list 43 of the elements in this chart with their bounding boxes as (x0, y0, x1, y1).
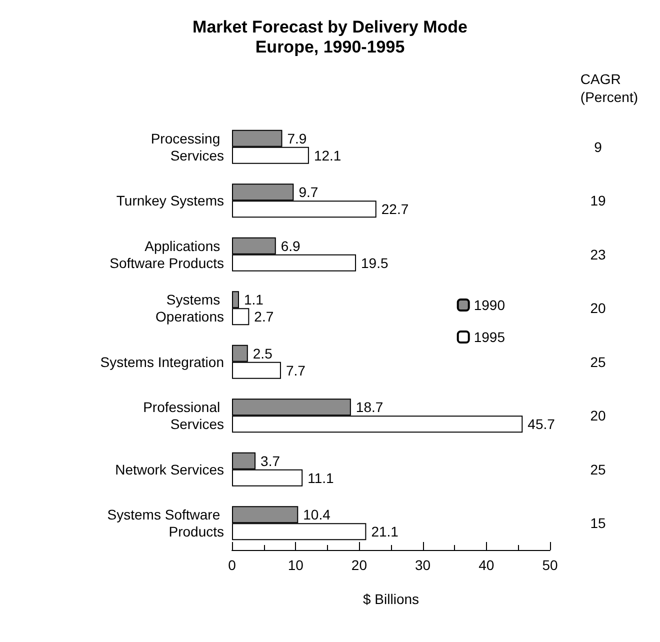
data-label: 18.7 (356, 399, 384, 416)
data-label: 22.7 (381, 201, 409, 218)
y-tick-label: Processing Services (150, 130, 224, 164)
x-tick-label: 0 (228, 557, 236, 573)
y-tick-label: Systems Integration (100, 354, 224, 370)
data-label: 2.5 (252, 345, 273, 362)
x-tick-label: 40 (478, 557, 494, 573)
text: 15 (590, 515, 606, 532)
data-label: 19.5 (361, 254, 388, 271)
data-label: 6.9 (280, 238, 301, 254)
text: 25 (590, 461, 606, 478)
data-label: 7.7 (286, 362, 306, 378)
y-tick-label: Systems Software Products (107, 506, 224, 540)
legend-label: 1990 (474, 297, 506, 313)
y-tick-label: Applications Software Products (110, 238, 224, 271)
data-label: 1.1 (244, 292, 264, 308)
text: 23 (590, 246, 606, 262)
y-tick-label: Turnkey Systems (116, 192, 224, 209)
text: 25 (590, 354, 606, 370)
chart-title: Market Forecast by Delivery Mode Europe, 1990-1995 (192, 18, 468, 56)
x-tick-label: 20 (351, 557, 368, 573)
y-tick-label: Professional Services (143, 399, 224, 432)
data-label: 3.7 (260, 452, 280, 469)
y-tick-label: Systems Operations (156, 292, 224, 325)
text: CAGR (Percent) (580, 71, 638, 105)
data-label: 2.7 (254, 308, 274, 325)
data-label: 45.7 (528, 416, 556, 432)
text: 20 (590, 300, 606, 316)
data-label: 12.1 (314, 147, 342, 164)
data-label: 7.9 (287, 130, 307, 146)
x-tick-label: 30 (415, 557, 431, 573)
text: 9 (594, 138, 602, 155)
text: 19 (590, 192, 606, 209)
data-label: 21.1 (371, 524, 399, 540)
x-tick-label: 50 (542, 557, 558, 573)
x-axis-title: $ Billions (362, 591, 420, 607)
data-label: 9.7 (298, 184, 318, 200)
y-tick-label: Network Services (115, 461, 224, 478)
legend-label: 1995 (474, 329, 506, 345)
data-label: 10.4 (303, 506, 331, 523)
text: 20 (590, 408, 606, 424)
x-tick-label: 10 (288, 557, 304, 573)
data-label: 11.1 (308, 470, 334, 486)
